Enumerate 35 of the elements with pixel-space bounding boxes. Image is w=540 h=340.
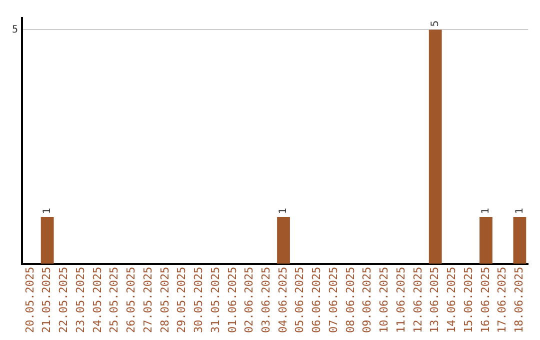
x-tick-label: 07.06.2025 (326, 266, 340, 334)
x-tick-label: 09.06.2025 (360, 266, 374, 334)
x-tick-label: 23.05.2025 (74, 266, 87, 334)
x-tick-label: 01.06.2025 (226, 266, 239, 334)
data-label: 5 (430, 20, 441, 27)
data-label: 1 (42, 208, 53, 214)
x-tick-label: 08.06.2025 (344, 266, 357, 334)
x-tick-label: 29.05.2025 (175, 266, 188, 334)
x-tick-label: 22.05.2025 (57, 266, 70, 334)
x-tick-label: 21.05.2025 (40, 266, 54, 334)
x-tick-label: 11.06.2025 (394, 266, 408, 334)
x-tick-label: 17.06.2025 (496, 266, 509, 334)
x-tick-label: 26.05.2025 (124, 266, 138, 334)
x-tick-label: 30.05.2025 (192, 266, 206, 334)
x-tick-label: 14.06.2025 (445, 266, 458, 334)
x-tick-label: 02.06.2025 (242, 266, 256, 334)
x-tick-label: 16.06.2025 (478, 266, 492, 334)
x-tick-label: 15.06.2025 (462, 266, 475, 334)
x-tick-label: 25.05.2025 (108, 266, 121, 334)
x-tick-label: 18.06.2025 (512, 266, 526, 334)
x-tick-label: 24.05.2025 (90, 266, 104, 334)
x-tick-label: 03.06.2025 (260, 266, 272, 334)
x-tick-label: 20.05.2025 (23, 266, 36, 334)
x-tick-label: 12.06.2025 (411, 266, 424, 334)
x-tick-label: 04.06.2025 (276, 266, 290, 334)
data-label: 1 (278, 208, 290, 214)
x-tick-label: 13.06.2025 (428, 266, 442, 334)
data-label: 1 (514, 208, 526, 214)
x-tick-label: 28.05.2025 (158, 266, 172, 334)
x-tick-label: 05.06.2025 (293, 266, 306, 334)
data-label: 1 (480, 208, 492, 214)
x-tick-label: 31.05.2025 (208, 266, 222, 334)
x-tick-label: 06.06.2025 (310, 266, 324, 334)
x-tick-label: 27.05.2025 (141, 266, 154, 334)
x-tick-label: 10.06.2025 (378, 266, 391, 334)
